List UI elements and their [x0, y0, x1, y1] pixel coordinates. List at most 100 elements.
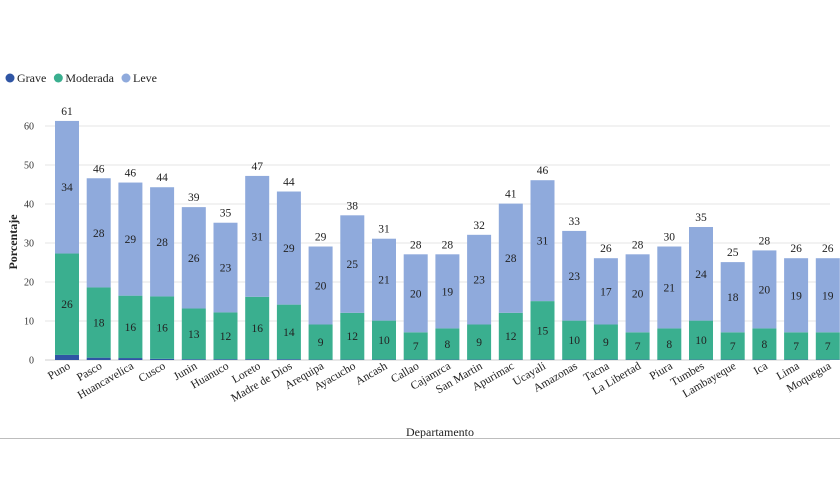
bar-grave [118, 358, 143, 360]
bar-moderada [435, 328, 460, 360]
bar-leve [245, 175, 270, 297]
bar-moderada [118, 295, 143, 359]
bar-grave [276, 359, 301, 360]
segment-label: 18 [727, 292, 739, 304]
segment-label: 31 [251, 231, 263, 243]
bar-moderada [150, 296, 175, 359]
x-category-label: Ica [752, 360, 770, 377]
segment-label: 24 [695, 269, 707, 281]
segment-label: 31 [537, 236, 549, 248]
y-tick-label: 40 [24, 200, 34, 211]
bar-leve [784, 258, 809, 333]
segment-labels: 26 34 18 28 16 29 16 28 13 26 12 23 16 31 14 29 9 20 12 25 1… [61, 182, 834, 353]
bar-moderada [372, 320, 396, 360]
segment-label: 28 [93, 228, 105, 240]
bar-moderada [86, 287, 111, 358]
bar-leve [118, 182, 143, 296]
segment-label: 28 [156, 237, 168, 249]
bar-leve [625, 254, 650, 333]
bar-leve [150, 187, 175, 297]
legend-marker [53, 73, 63, 83]
segment-label: 20 [632, 288, 644, 300]
bar-leve [689, 227, 713, 321]
y-axis-ticks: 0 10 20 30 40 50 60 [24, 122, 34, 367]
segment-label: 19 [790, 290, 802, 302]
segment-label: 9 [603, 337, 609, 349]
bar-moderada [752, 328, 777, 360]
bar-leve [308, 246, 333, 325]
y-tick-label: 50 [24, 161, 34, 172]
bar-moderada [340, 312, 365, 360]
segment-label: 20 [410, 288, 422, 300]
segment-label: 29 [283, 243, 295, 255]
y-tick-label: 10 [24, 317, 34, 328]
bars [55, 120, 840, 360]
segment-label: 8 [445, 339, 451, 351]
total-label: 28 [442, 239, 454, 251]
segment-label: 21 [664, 282, 676, 294]
bar-moderada [498, 312, 523, 360]
segment-label: 16 [125, 322, 137, 334]
bar-leve [498, 203, 523, 313]
bar-moderada [213, 312, 238, 360]
segment-label: 20 [315, 281, 327, 293]
bar-leve [815, 258, 840, 333]
bar-moderada [403, 332, 428, 360]
bar-grave [181, 359, 206, 360]
bar-leve [435, 254, 460, 329]
bar-grave [213, 359, 238, 360]
segment-label: 34 [61, 182, 73, 194]
x-category-label: Cusco [137, 360, 168, 385]
bar-leve [467, 234, 492, 325]
total-label: 44 [283, 177, 295, 189]
bar-moderada [815, 332, 840, 360]
segment-label: 9 [318, 337, 324, 349]
total-label: 29 [315, 232, 327, 244]
total-label: 38 [347, 200, 359, 212]
segment-label: 23 [568, 271, 580, 283]
total-label: 41 [505, 189, 517, 201]
segment-label: 15 [537, 325, 549, 337]
segment-label: 25 [347, 259, 359, 271]
total-label: 46 [93, 163, 105, 175]
bar-leve [530, 180, 555, 302]
bar-moderada [308, 324, 333, 360]
legend-entry: Leve [133, 71, 157, 85]
bar-leve [213, 222, 238, 313]
segment-label: 8 [666, 339, 672, 351]
bar-moderada [55, 253, 79, 355]
x-category-label: Ancash [354, 360, 390, 388]
segment-label: 8 [762, 339, 768, 351]
total-label: 30 [664, 232, 676, 244]
total-label: 26 [822, 243, 834, 255]
segment-label: 19 [442, 286, 454, 298]
segment-label: 10 [568, 335, 580, 347]
total-label: 28 [759, 235, 771, 247]
y-tick-label: 0 [29, 356, 34, 367]
y-tick-label: 20 [24, 278, 34, 289]
bar-leve [593, 258, 618, 325]
y-tick-label: 30 [24, 239, 34, 250]
total-label: 25 [727, 247, 739, 259]
legend: Grave Moderada Leve [5, 71, 157, 85]
bar-moderada [784, 332, 809, 360]
total-label: 47 [251, 161, 263, 173]
y-axis-title: Porcentaje [6, 214, 20, 270]
segment-label: 23 [473, 275, 485, 287]
total-label: 39 [188, 192, 200, 204]
segment-label: 26 [61, 299, 73, 311]
bar-moderada [593, 324, 618, 360]
bar-moderada [562, 320, 587, 360]
bar-leve [657, 246, 682, 329]
total-label: 31 [378, 224, 390, 236]
segment-label: 7 [825, 341, 831, 353]
bar-leve [55, 120, 79, 254]
bar-moderada [625, 332, 650, 360]
segment-label: 13 [188, 329, 200, 341]
bar-leve [403, 254, 428, 333]
x-axis-title: Departamento [406, 425, 474, 439]
y-tick-label: 60 [24, 122, 34, 133]
legend-entry: Moderada [65, 71, 114, 85]
bar-moderada [181, 308, 206, 360]
